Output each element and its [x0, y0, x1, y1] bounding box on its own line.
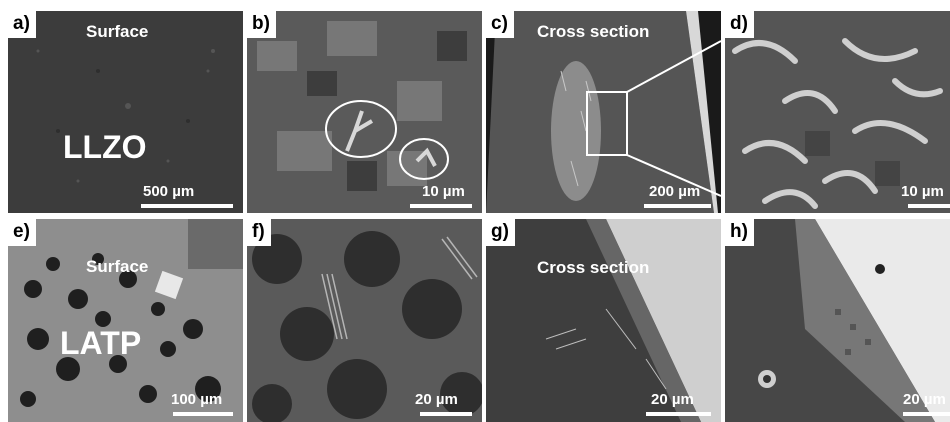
panel-label: h): [725, 219, 754, 246]
scale-bar: [903, 412, 950, 416]
scale-bar: [141, 204, 233, 208]
scale-text: 200 µm: [649, 183, 701, 200]
panel-label: e): [8, 219, 36, 246]
panel-title: Cross section: [537, 22, 650, 41]
scale-bar: [420, 412, 472, 416]
sem-image-llzo-surface: [8, 11, 243, 213]
panel-label: d): [725, 11, 754, 38]
panel-title: Surface: [86, 257, 149, 276]
scale-text: 10 µm: [901, 183, 944, 200]
scale-text: 500 µm: [143, 183, 195, 200]
sem-image-llzo-dendrite: [247, 11, 482, 213]
panel-a: a) Surface LLZO 500 µm: [8, 11, 243, 213]
panel-c: c) Cross section 200 µm: [486, 11, 721, 213]
panel-g: g) Cross section 20 µm: [486, 219, 721, 422]
material-label: LATP: [60, 325, 142, 361]
scale-text: 20 µm: [651, 391, 694, 408]
panel-d: d) 10 µm: [725, 11, 950, 213]
scale-bar: [173, 412, 233, 416]
sem-image-latp-surface: [8, 219, 243, 422]
scale-bar: [908, 204, 950, 208]
panel-label: c): [486, 11, 514, 38]
panel-h: h) 20 µm: [725, 219, 950, 422]
sem-image-llzo-dendrite-zoom: [725, 11, 950, 213]
panel-label: g): [486, 219, 515, 246]
panel-b: b) 10 µm: [247, 11, 482, 213]
panel-f: f) 20 µm: [247, 219, 482, 422]
scale-text: 20 µm: [415, 391, 458, 408]
sem-image-latp-cross-section-zoom: [725, 219, 950, 422]
scale-text: 100 µm: [171, 391, 223, 408]
panel-e: e) Surface LATP 100 µm: [8, 219, 243, 422]
scale-text: 20 µm: [903, 391, 946, 408]
panel-label: f): [247, 219, 271, 246]
scale-text: 10 µm: [422, 183, 465, 200]
panel-label: a): [8, 11, 36, 38]
panel-label: b): [247, 11, 276, 38]
scale-bar: [644, 204, 711, 208]
panel-title: Surface: [86, 22, 149, 41]
sem-image-llzo-cross-section: [486, 11, 721, 213]
scale-bar: [646, 412, 711, 416]
panel-title: Cross section: [537, 258, 650, 277]
material-label: LLZO: [63, 129, 147, 165]
sem-image-latp-cross-section: [486, 219, 721, 422]
scale-bar: [410, 204, 472, 208]
sem-image-latp-zoom: [247, 219, 482, 422]
